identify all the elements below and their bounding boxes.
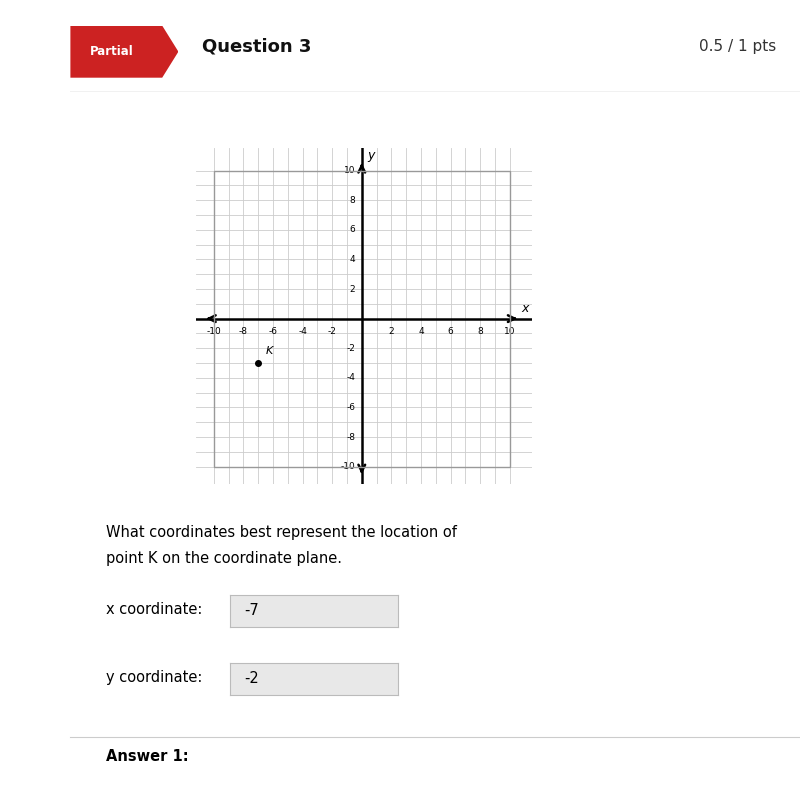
Text: -4: -4 (346, 373, 355, 382)
Text: 4: 4 (418, 327, 424, 336)
Text: Partial: Partial (90, 45, 134, 58)
Text: 8: 8 (350, 195, 355, 205)
Text: What coordinates best represent the location of: What coordinates best represent the loca… (106, 525, 458, 540)
Text: -10: -10 (206, 327, 221, 336)
Text: -8: -8 (239, 327, 248, 336)
Text: -2: -2 (244, 671, 258, 686)
Text: -10: -10 (340, 462, 355, 471)
Text: y coordinate:: y coordinate: (106, 670, 202, 685)
Text: Answer 1:: Answer 1: (106, 750, 189, 764)
Text: Question 3: Question 3 (202, 37, 312, 55)
Text: -4: -4 (298, 327, 307, 336)
Text: 10: 10 (344, 166, 355, 175)
Text: -2: -2 (328, 327, 337, 336)
Text: K: K (266, 345, 273, 356)
Text: -2: -2 (346, 344, 355, 352)
Bar (214, 171, 510, 467)
Text: 0.5 / 1 pts: 0.5 / 1 pts (698, 38, 776, 54)
Text: 10: 10 (504, 327, 515, 336)
Text: 6: 6 (448, 327, 454, 336)
Text: -6: -6 (269, 327, 278, 336)
Text: y: y (367, 149, 374, 163)
Text: -7: -7 (244, 603, 258, 618)
Text: x coordinate:: x coordinate: (106, 602, 202, 617)
Text: -6: -6 (346, 403, 355, 412)
Text: 2: 2 (389, 327, 394, 336)
Polygon shape (70, 26, 178, 78)
Text: -8: -8 (346, 433, 355, 441)
Text: x: x (521, 302, 528, 315)
Text: 6: 6 (350, 225, 355, 235)
Text: 4: 4 (350, 255, 355, 264)
Text: point K on the coordinate plane.: point K on the coordinate plane. (106, 551, 342, 566)
Text: 8: 8 (478, 327, 483, 336)
Text: 2: 2 (350, 284, 355, 293)
